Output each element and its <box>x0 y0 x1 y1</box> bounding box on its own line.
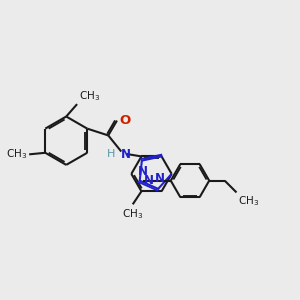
Text: N: N <box>138 165 148 178</box>
Text: CH$_3$: CH$_3$ <box>238 194 259 208</box>
Text: N: N <box>154 172 164 184</box>
Text: CH$_3$: CH$_3$ <box>122 207 143 220</box>
Text: O: O <box>119 114 131 127</box>
Text: N: N <box>144 173 154 187</box>
Text: CH$_3$: CH$_3$ <box>6 147 28 161</box>
Text: CH$_3$: CH$_3$ <box>79 89 100 103</box>
Text: H: H <box>107 149 116 159</box>
Text: N: N <box>121 148 131 160</box>
